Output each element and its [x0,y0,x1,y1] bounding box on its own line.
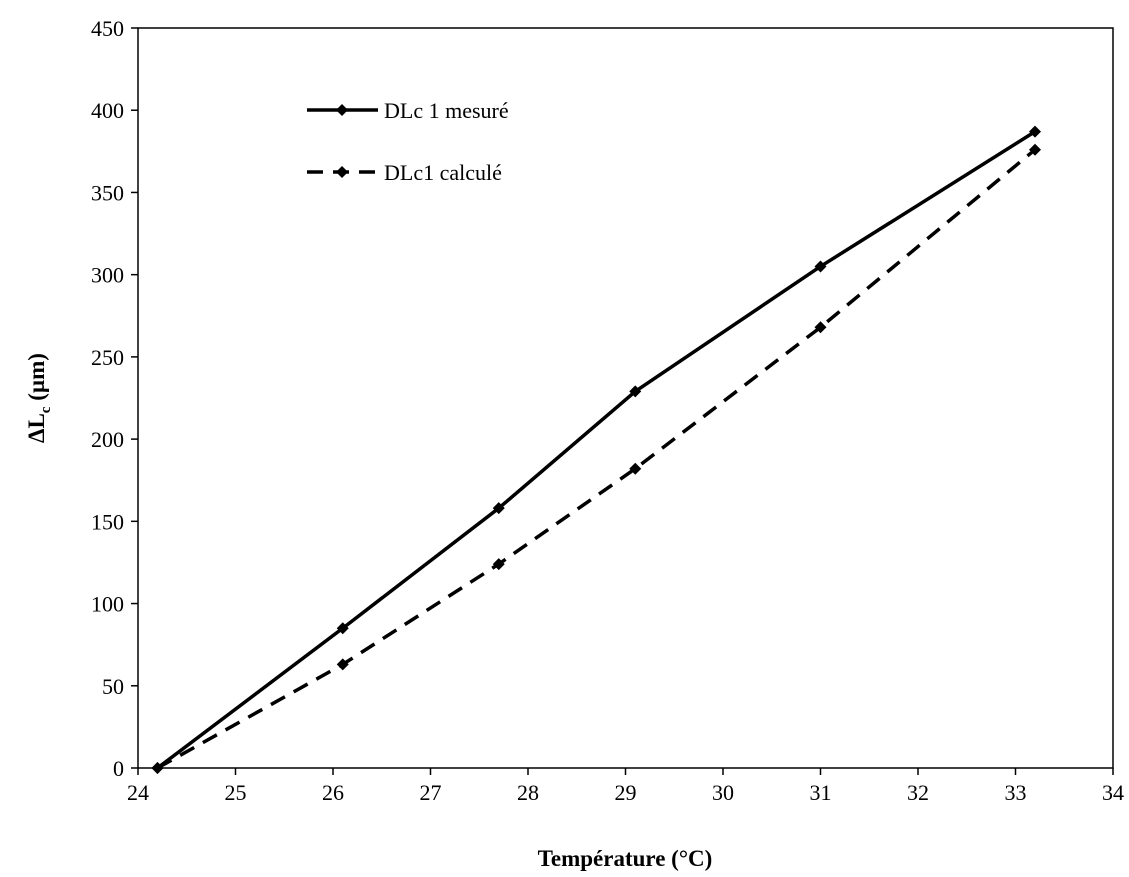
legend-label: DLc 1 mesuré [384,98,509,123]
x-tick-label: 33 [1005,780,1027,805]
data-point [814,260,827,273]
series-layer [151,125,1041,774]
legend-marker [336,166,348,178]
y-axis-ticks: 0 50 100 150 200 250 300 350 400 450 [91,16,138,781]
y-axis-title-unit: (µm) [24,353,49,406]
series-2 [151,143,1041,774]
y-tick-label: 200 [91,427,124,452]
data-point [1029,125,1041,138]
x-tick-label: 30 [712,780,734,805]
data-point [814,321,827,334]
data-point [1029,143,1041,156]
legend: DLc 1 mesuré DLc1 calculé [307,98,509,185]
y-tick-label: 350 [91,180,124,205]
y-tick-label: 150 [91,509,124,534]
series-line [156,148,1037,770]
x-tick-label: 34 [1102,780,1124,805]
legend-marker [336,104,348,116]
y-axis-title-subscript: c [38,406,54,413]
data-point [492,502,505,515]
x-axis-title: Température (°C) [538,846,713,871]
y-tick-label: 300 [91,263,124,288]
data-point [629,462,642,475]
y-tick-label: 450 [91,16,124,41]
y-axis-title-main: ΔL [24,413,49,443]
x-tick-label: 32 [907,780,929,805]
x-axis-ticks: 24 25 26 27 28 29 30 31 32 33 34 [127,768,1124,805]
y-tick-label: 0 [113,756,124,781]
data-point [336,658,349,671]
y-axis-title: ΔLc (µm) [24,353,54,443]
series-line [156,130,1036,770]
x-tick-label: 26 [322,780,344,805]
x-tick-label: 25 [225,780,247,805]
legend-item: DLc1 calculé [307,160,502,185]
legend-label: DLc1 calculé [384,160,502,185]
series-1 [151,125,1041,774]
x-tick-label: 24 [127,780,149,805]
y-tick-label: 250 [91,345,124,370]
data-point [492,558,505,571]
x-tick-label: 29 [615,780,637,805]
data-point [151,762,164,774]
x-tick-label: 27 [420,780,442,805]
y-tick-label: 50 [102,674,124,699]
y-tick-label: 100 [91,592,124,617]
data-point [336,622,349,635]
x-tick-label: 31 [810,780,832,805]
data-point [629,385,642,398]
legend-item: DLc 1 mesuré [307,98,509,123]
x-tick-label: 28 [517,780,539,805]
y-tick-label: 400 [91,98,124,123]
